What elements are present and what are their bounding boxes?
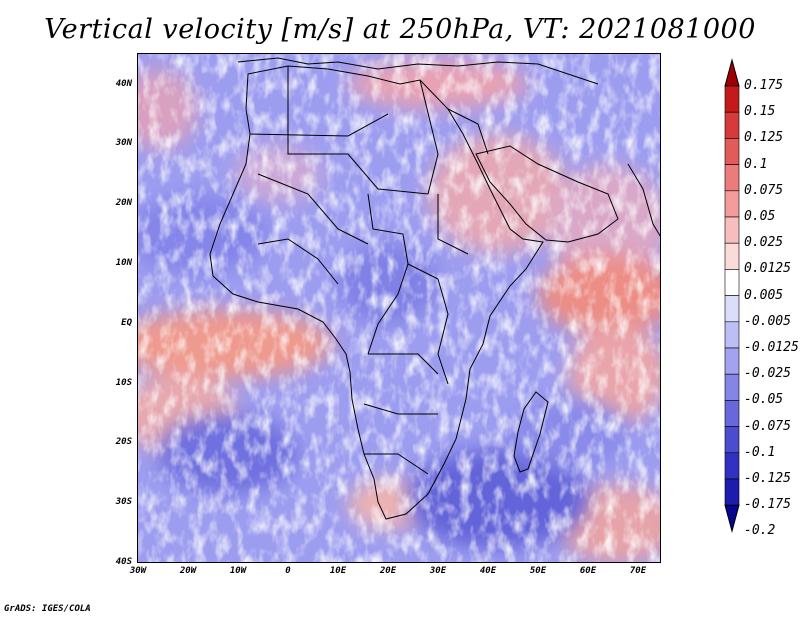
colorbar-segment: [724, 164, 740, 192]
colorbar-tick-label: -0.2: [744, 523, 776, 539]
y-tick-label: EQ: [121, 318, 132, 328]
colorbar-segment: [724, 373, 740, 401]
colorbar-tick-label: -0.0125: [744, 340, 799, 355]
y-tick-label: 40S: [115, 557, 132, 567]
colorbar-tick-label: -0.1: [744, 444, 776, 460]
coastlines: [209, 57, 660, 520]
y-tick-label: 40N: [115, 79, 132, 89]
colorbar-tick-label: 0.025: [744, 235, 784, 251]
colorbar-tick-label: 0.0125: [744, 261, 791, 277]
colorbar-tick-label: 0.15: [744, 104, 776, 120]
x-tick-label: 60E: [579, 566, 597, 576]
colorbar-segment: [724, 452, 740, 480]
colorbar-tick-label: 0.175: [744, 78, 784, 93]
y-tick-label: 20S: [115, 437, 132, 447]
colorbar-segment: [724, 216, 740, 244]
colorbar-tick-label: 0.075: [744, 182, 784, 198]
colorbar-tick-label: -0.025: [744, 366, 791, 382]
x-tick-label: 10E: [329, 566, 347, 576]
colorbar: [724, 58, 740, 534]
y-tick-label: 10S: [115, 378, 132, 388]
x-tick-label: 10W: [229, 566, 247, 576]
colorbar-segment: [724, 85, 740, 113]
map-title: Vertical velocity [m/s] at 250hPa, VT: 2…: [44, 14, 756, 45]
colorbar-segment: [724, 400, 740, 427]
colorbar-tick-label: -0.005: [744, 313, 791, 329]
colorbar-tick-label: 0.125: [744, 130, 784, 146]
colorbar-tick-label: -0.075: [744, 418, 791, 434]
x-tick-label: 30W: [129, 566, 147, 576]
colorbar-segment: [724, 138, 740, 165]
colorbar-segment: [724, 242, 740, 270]
colorbar-bottom-arrow: [724, 504, 740, 534]
y-tick-label: 10N: [115, 258, 132, 268]
x-tick-label: 70E: [629, 566, 647, 576]
noise-overlay: [138, 54, 660, 562]
x-tick-label: 40E: [479, 566, 497, 576]
y-tick-label: 20N: [115, 198, 132, 208]
colorbar-tick-label: -0.05: [744, 392, 784, 408]
y-tick-label: 30S: [115, 497, 132, 507]
colorbar-top-arrow: [724, 58, 740, 87]
x-tick-label: 20E: [379, 566, 397, 576]
credit-text: GrADS: IGES/COLA: [4, 604, 91, 614]
colorbar-segment: [724, 190, 740, 218]
velocity-field: [138, 54, 660, 562]
colorbar-segment: [724, 347, 740, 375]
colorbar-tick-label: 0.005: [744, 287, 784, 303]
x-tick-label: 50E: [529, 566, 547, 576]
colorbar-segment: [724, 321, 740, 349]
colorbar-tick-label: 0.05: [744, 209, 776, 224]
x-tick-label: 30E: [429, 566, 447, 576]
colorbar-segment: [724, 426, 740, 454]
map-panel: [137, 53, 661, 563]
colorbar-segment: [724, 269, 740, 296]
colorbar-tick-label: 0.1: [744, 156, 768, 172]
colorbar-segment: [724, 111, 740, 139]
colorbar-tick-label: -0.175: [744, 497, 791, 513]
colorbar-segment: [724, 478, 740, 506]
y-tick-label: 30N: [115, 138, 132, 148]
colorbar-tick-label: -0.125: [744, 471, 791, 486]
x-tick-label: 20W: [179, 566, 197, 576]
x-tick-label: 0: [285, 566, 291, 576]
colorbar-segment: [724, 295, 740, 323]
